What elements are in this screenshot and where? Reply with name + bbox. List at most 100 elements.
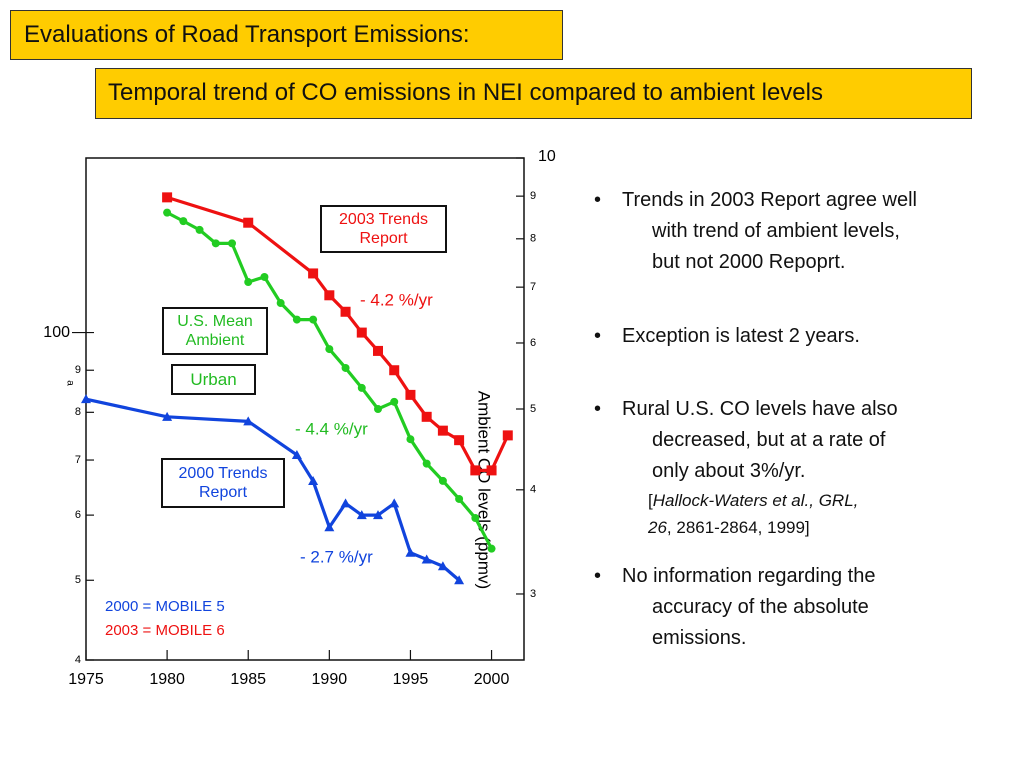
bullet-line: decreased, but at a rate of: [652, 429, 886, 451]
marker: [340, 498, 351, 508]
x-tick-label: 1985: [230, 671, 266, 688]
bullet-line: emissions.: [652, 627, 747, 649]
y2-tick-label: 3: [530, 588, 536, 600]
annotation-box: Urban: [171, 364, 256, 395]
marker: [356, 510, 367, 520]
marker: [324, 290, 335, 301]
marker: [373, 345, 383, 356]
bullet-line: with trend of ambient levels,: [652, 220, 900, 242]
x-tick-label: 1990: [312, 671, 348, 688]
series-label: U.S. Mean Ambient: [162, 307, 268, 355]
citation-part: , 2861-2864, 1999]: [666, 518, 810, 537]
marker: [486, 465, 497, 476]
y-tick-label: 5: [75, 574, 81, 586]
annotation: - 2.7 %/yr: [300, 547, 373, 566]
marker: [276, 299, 285, 308]
marker: [324, 522, 335, 532]
y2-tick-label: 9: [530, 190, 536, 202]
marker: [309, 315, 318, 324]
y2-tick-label: 5: [530, 403, 536, 415]
marker: [373, 510, 383, 520]
bullet: Trends in 2003 Report agree well with tre…: [590, 185, 917, 278]
bullet-line: No information regarding the: [590, 561, 875, 592]
marker: [471, 514, 480, 523]
marker: [502, 430, 513, 441]
y2-tick-label: 6: [530, 337, 536, 349]
plot-frame: [85, 157, 525, 661]
y-axis-label: a: [64, 380, 75, 386]
x-tick-label: 1975: [68, 671, 104, 688]
marker: [211, 239, 220, 248]
bullet-line: Rural U.S. CO levels have also: [590, 394, 898, 425]
bullet: Exception is latest 2 years.: [590, 321, 860, 352]
x-tick-label: 1980: [149, 671, 185, 688]
bullet-line: but not 2000 Repoprt.: [652, 251, 846, 273]
bullet-line: Trends in 2003 Report agree well: [590, 185, 917, 216]
marker: [81, 394, 91, 404]
citation-part: Hallock-Waters et al., GRL,: [652, 491, 859, 510]
citation-part: 26: [648, 518, 667, 537]
marker: [179, 217, 188, 226]
marker: [437, 425, 448, 436]
bullet-line: only about 3%/yr.: [652, 460, 806, 482]
slide-title: Evaluations of Road Transport Emissions:: [10, 10, 563, 60]
marker: [228, 239, 236, 248]
marker: [374, 405, 382, 413]
y2-tick-label: 7: [530, 281, 536, 293]
marker: [244, 278, 253, 287]
y-tick-label: 4: [75, 654, 81, 666]
y2-axis-label: Ambient CO levels (ppmv): [475, 391, 494, 589]
y-tick-label: 6: [75, 509, 81, 521]
marker: [422, 459, 431, 468]
marker: [389, 365, 400, 376]
marker: [308, 476, 319, 486]
marker: [455, 494, 464, 503]
y-tick-label: 7: [75, 454, 81, 466]
marker: [163, 208, 172, 217]
citation: [Hallock-Waters et al., GRL, 26, 2861-286…: [590, 487, 898, 541]
series-label: 2003 Trends Report: [320, 205, 447, 253]
series-label: 2000 Trends Report: [161, 458, 285, 508]
marker: [438, 476, 447, 485]
marker: [308, 268, 319, 279]
series-line: [85, 397, 461, 582]
marker: [243, 217, 254, 228]
annotation: 2003 = MOBILE 6: [105, 622, 225, 639]
marker: [243, 416, 254, 426]
bullet: No information regarding the accuracy of …: [590, 561, 875, 654]
y2-tick-label: 10: [538, 148, 556, 165]
x-tick-label: 2000: [474, 671, 510, 688]
marker: [357, 383, 366, 392]
marker: [406, 435, 415, 444]
y2-tick-label: 4: [530, 484, 536, 496]
y2-tick-label: 8: [530, 233, 536, 245]
marker: [421, 554, 432, 564]
marker: [356, 327, 367, 338]
annotation: - 4.4 %/yr: [295, 419, 368, 438]
slide-subtitle: Temporal trend of CO emissions in NEI co…: [95, 68, 972, 119]
marker: [162, 192, 173, 203]
marker: [487, 544, 496, 553]
marker: [421, 411, 432, 422]
marker: [405, 547, 416, 557]
marker: [454, 575, 465, 585]
marker: [291, 449, 302, 459]
bullet-line: Exception is latest 2 years.: [590, 321, 860, 352]
marker: [390, 397, 399, 406]
y-tick-label: 8: [75, 406, 81, 418]
annotation: 2000 = MOBILE 5: [105, 598, 225, 615]
marker: [437, 561, 448, 571]
marker: [454, 435, 465, 446]
marker: [195, 225, 204, 234]
y-tick-label: 9: [75, 364, 81, 376]
marker: [162, 411, 173, 421]
marker: [260, 272, 269, 281]
bullet-line: accuracy of the absolute: [652, 596, 869, 618]
marker: [341, 363, 350, 372]
annotation: - 4.2 %/yr: [360, 290, 433, 309]
citation-part: [: [648, 491, 653, 510]
bullet: Rural U.S. CO levels have also decreased,…: [590, 394, 898, 541]
marker: [470, 465, 481, 476]
